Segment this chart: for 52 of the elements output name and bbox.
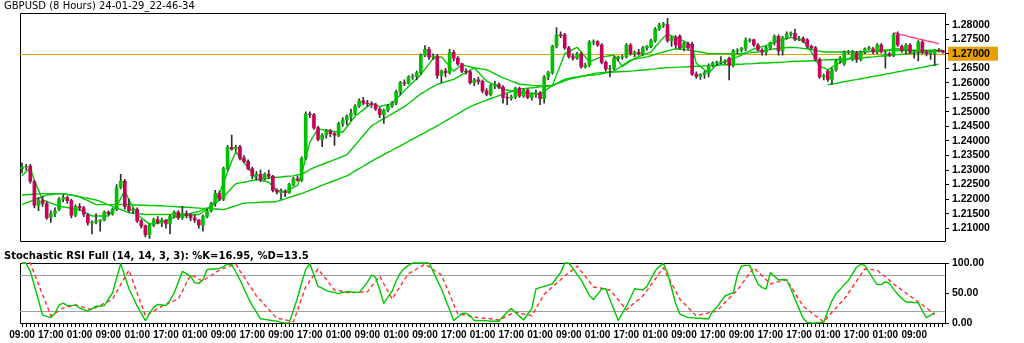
y-tick-label: 1.21000 (952, 221, 991, 234)
x-tick-label: 09:00 (412, 328, 439, 340)
x-tick-label: 09:00 (210, 328, 237, 340)
x-tick-label: 01:00 (383, 328, 410, 340)
x-tick-label: 17:00 (297, 328, 324, 340)
y-tick-label: 1.23500 (952, 148, 991, 161)
x-tick-label: 17:00 (498, 328, 525, 340)
chart-title: Stochastic RSI Full (14, 14, 3, 3): %K=16.95, %D=13.5 (4, 250, 309, 262)
x-tick-label: 09:00 (671, 328, 698, 340)
y-tick-label: 0.00 (952, 315, 973, 328)
y-tick-label: 1.27500 (952, 32, 991, 45)
y-tick-label: 100.00 (952, 255, 985, 268)
x-tick-label: 01:00 (469, 328, 496, 340)
x-tick-label: 01:00 (325, 328, 352, 340)
y-tick-label: 1.25500 (952, 90, 991, 103)
x-tick-label: 09:00 (9, 328, 36, 340)
y-tick-label: 1.24000 (952, 133, 991, 146)
x-tick-label: 01:00 (527, 328, 554, 340)
x-tick-label: 01:00 (66, 328, 93, 340)
y-tick-label: 1.25000 (952, 104, 991, 117)
x-tick-label: 09:00 (354, 328, 381, 340)
chart-title: GBPUSD (8 Hours) 24-01-29_22-46-34 (4, 0, 195, 13)
x-tick-label: 09:00 (728, 328, 755, 340)
y-tick-label: 1.22000 (952, 192, 991, 205)
y-tick-label: 1.22500 (952, 177, 991, 190)
x-tick-label: 01:00 (124, 328, 151, 340)
x-tick-label: 17:00 (699, 328, 726, 340)
y-tick-label: 1.27000 (952, 46, 991, 59)
y-tick-label: 1.26000 (952, 75, 991, 88)
x-tick-label: 09:00 (95, 328, 122, 340)
x-tick-label: 01:00 (642, 328, 669, 340)
x-tick-label: 17:00 (153, 328, 180, 340)
x-tick-label: 01:00 (584, 328, 611, 340)
x-tick-label: 17:00 (38, 328, 65, 340)
x-tick-label: 01:00 (815, 328, 842, 340)
x-tick-label: 17:00 (757, 328, 784, 340)
x-tick-label: 09:00 (901, 328, 928, 340)
x-tick-label: 09:00 (556, 328, 583, 340)
x-tick-label: 17:00 (613, 328, 640, 340)
x-tick-label: 01:00 (181, 328, 208, 340)
x-tick-label: 17:00 (786, 328, 813, 340)
y-tick-label: 1.21500 (952, 206, 991, 219)
y-tick-label: 1.24500 (952, 119, 991, 132)
x-tick-label: 01:00 (872, 328, 899, 340)
x-tick-label: 17:00 (843, 328, 870, 340)
x-tick-label: 17:00 (239, 328, 266, 340)
y-tick-label: 1.28000 (952, 17, 991, 30)
y-tick-label: 1.23000 (952, 162, 991, 175)
y-tick-label: 50.00 (952, 285, 979, 298)
y-tick-label: 1.26500 (952, 61, 991, 74)
x-tick-label: 09:00 (268, 328, 295, 340)
x-tick-label: 17:00 (440, 328, 467, 340)
